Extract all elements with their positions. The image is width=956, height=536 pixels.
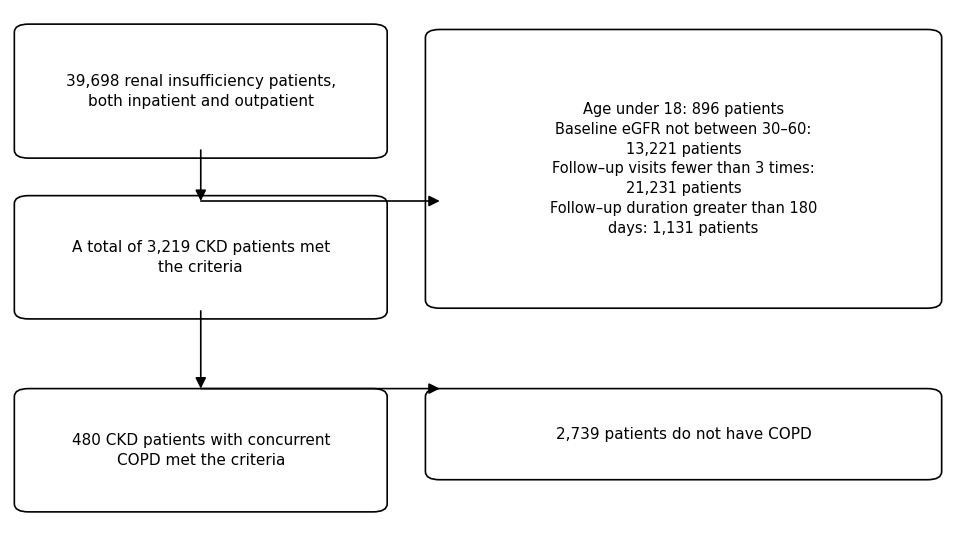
Text: A total of 3,219 CKD patients met
the criteria: A total of 3,219 CKD patients met the cr… — [72, 240, 330, 274]
FancyBboxPatch shape — [14, 24, 387, 158]
Text: 2,739 patients do not have COPD: 2,739 patients do not have COPD — [555, 427, 812, 442]
FancyBboxPatch shape — [14, 196, 387, 319]
FancyBboxPatch shape — [425, 389, 942, 480]
Text: Age under 18: 896 patients
Baseline eGFR not between 30–60:
13,221 patients
Foll: Age under 18: 896 patients Baseline eGFR… — [550, 102, 817, 236]
FancyBboxPatch shape — [425, 29, 942, 308]
Text: 480 CKD patients with concurrent
COPD met the criteria: 480 CKD patients with concurrent COPD me… — [72, 433, 330, 467]
Text: 39,698 renal insufficiency patients,
both inpatient and outpatient: 39,698 renal insufficiency patients, bot… — [66, 74, 336, 108]
FancyBboxPatch shape — [14, 389, 387, 512]
